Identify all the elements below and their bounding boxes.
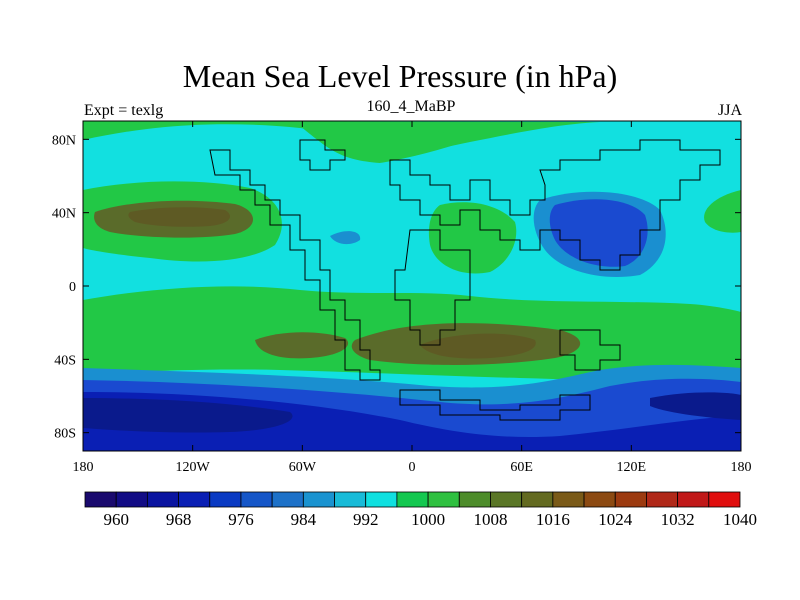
low-region-small [330, 231, 361, 245]
low-region-deep-west [83, 398, 293, 433]
lat-tick-label: 40S [54, 353, 76, 368]
pressure-field [83, 121, 741, 451]
latitude-axis: 80N 40N 0 40S 80S [52, 133, 741, 442]
lon-tick-label: 120E [617, 460, 647, 475]
colorbar-swatch [614, 491, 647, 508]
colorbar-swatch [302, 491, 335, 508]
green-region-europe [300, 124, 470, 163]
colorbar-swatch [334, 491, 367, 508]
colorbar-swatch [84, 491, 117, 508]
colorbar: 960 968 976 984 992 1000 1008 1016 1024 1032 1040 [84, 491, 757, 529]
colorbar-swatch [708, 491, 741, 508]
coastline-americas [209, 149, 381, 381]
experiment-label: Expt = texlg [84, 102, 164, 119]
colorbar-label: 960 [103, 510, 129, 529]
lon-tick-label: 60W [289, 460, 317, 475]
lon-tick-label: 180 [731, 460, 752, 475]
colorbar-label: 984 [291, 510, 317, 529]
colorbar-swatch [490, 491, 523, 508]
colorbar-swatch [677, 491, 710, 508]
colorbar-label: 1000 [411, 510, 445, 529]
colorbar-label: 1008 [473, 510, 507, 529]
colorbar-swatch [552, 491, 585, 508]
olive-region-south-america [255, 332, 349, 359]
colorbar-label: 992 [353, 510, 379, 529]
map-title: Mean Sea Level Pressure (in hPa) [182, 58, 618, 94]
period-label: 160_4_MaBP [366, 98, 456, 115]
colorbar-label: 1040 [723, 510, 757, 529]
lon-tick-label: 0 [409, 460, 416, 475]
olive-dark-south-indian [420, 333, 536, 359]
coastline-greenland [299, 139, 346, 171]
colorbar-swatch [240, 491, 273, 508]
green-region-north [83, 121, 600, 160]
longitude-axis: 180 120W 60W 0 60E 120E 180 [73, 121, 752, 475]
coastline-africa [394, 229, 471, 346]
low-region-asia-core [549, 199, 648, 267]
coastline-australia [559, 329, 621, 371]
colorbar-swatch [521, 491, 554, 508]
colorbar-swatch [458, 491, 491, 508]
lat-tick-label: 80N [52, 133, 76, 148]
lat-tick-label: 40N [52, 207, 76, 222]
lat-tick-label: 80S [54, 427, 76, 442]
lon-tick-label: 120W [176, 460, 211, 475]
lon-tick-label: 60E [510, 460, 533, 475]
colorbar-swatch [396, 491, 429, 508]
colorbar-swatch [365, 491, 398, 508]
coastline-eurasia [389, 139, 721, 271]
colorbar-label: 968 [166, 510, 192, 529]
coastline-antarctica [399, 389, 591, 421]
season-label: JJA [717, 102, 742, 119]
green-region-central [428, 202, 517, 274]
olive-dark-atlantic-core [128, 207, 230, 227]
colorbar-label: 1016 [536, 510, 570, 529]
colorbar-swatch [427, 491, 460, 508]
colorbar-label: 1024 [598, 510, 633, 529]
green-region-east-edge [704, 190, 741, 233]
colorbar-swatch [271, 491, 304, 508]
lon-tick-label: 180 [73, 460, 94, 475]
colorbar-swatch [178, 491, 211, 508]
colorbar-label: 976 [228, 510, 254, 529]
lat-tick-label: 0 [69, 280, 76, 295]
colorbar-swatch [583, 491, 616, 508]
coastlines [209, 139, 721, 421]
colorbar-swatch [646, 491, 679, 508]
colorbar-swatch [209, 491, 242, 508]
colorbar-label: 1032 [661, 510, 695, 529]
colorbar-swatch [146, 491, 179, 508]
colorbar-swatch [115, 491, 148, 508]
low-region-deep-east [650, 392, 741, 420]
